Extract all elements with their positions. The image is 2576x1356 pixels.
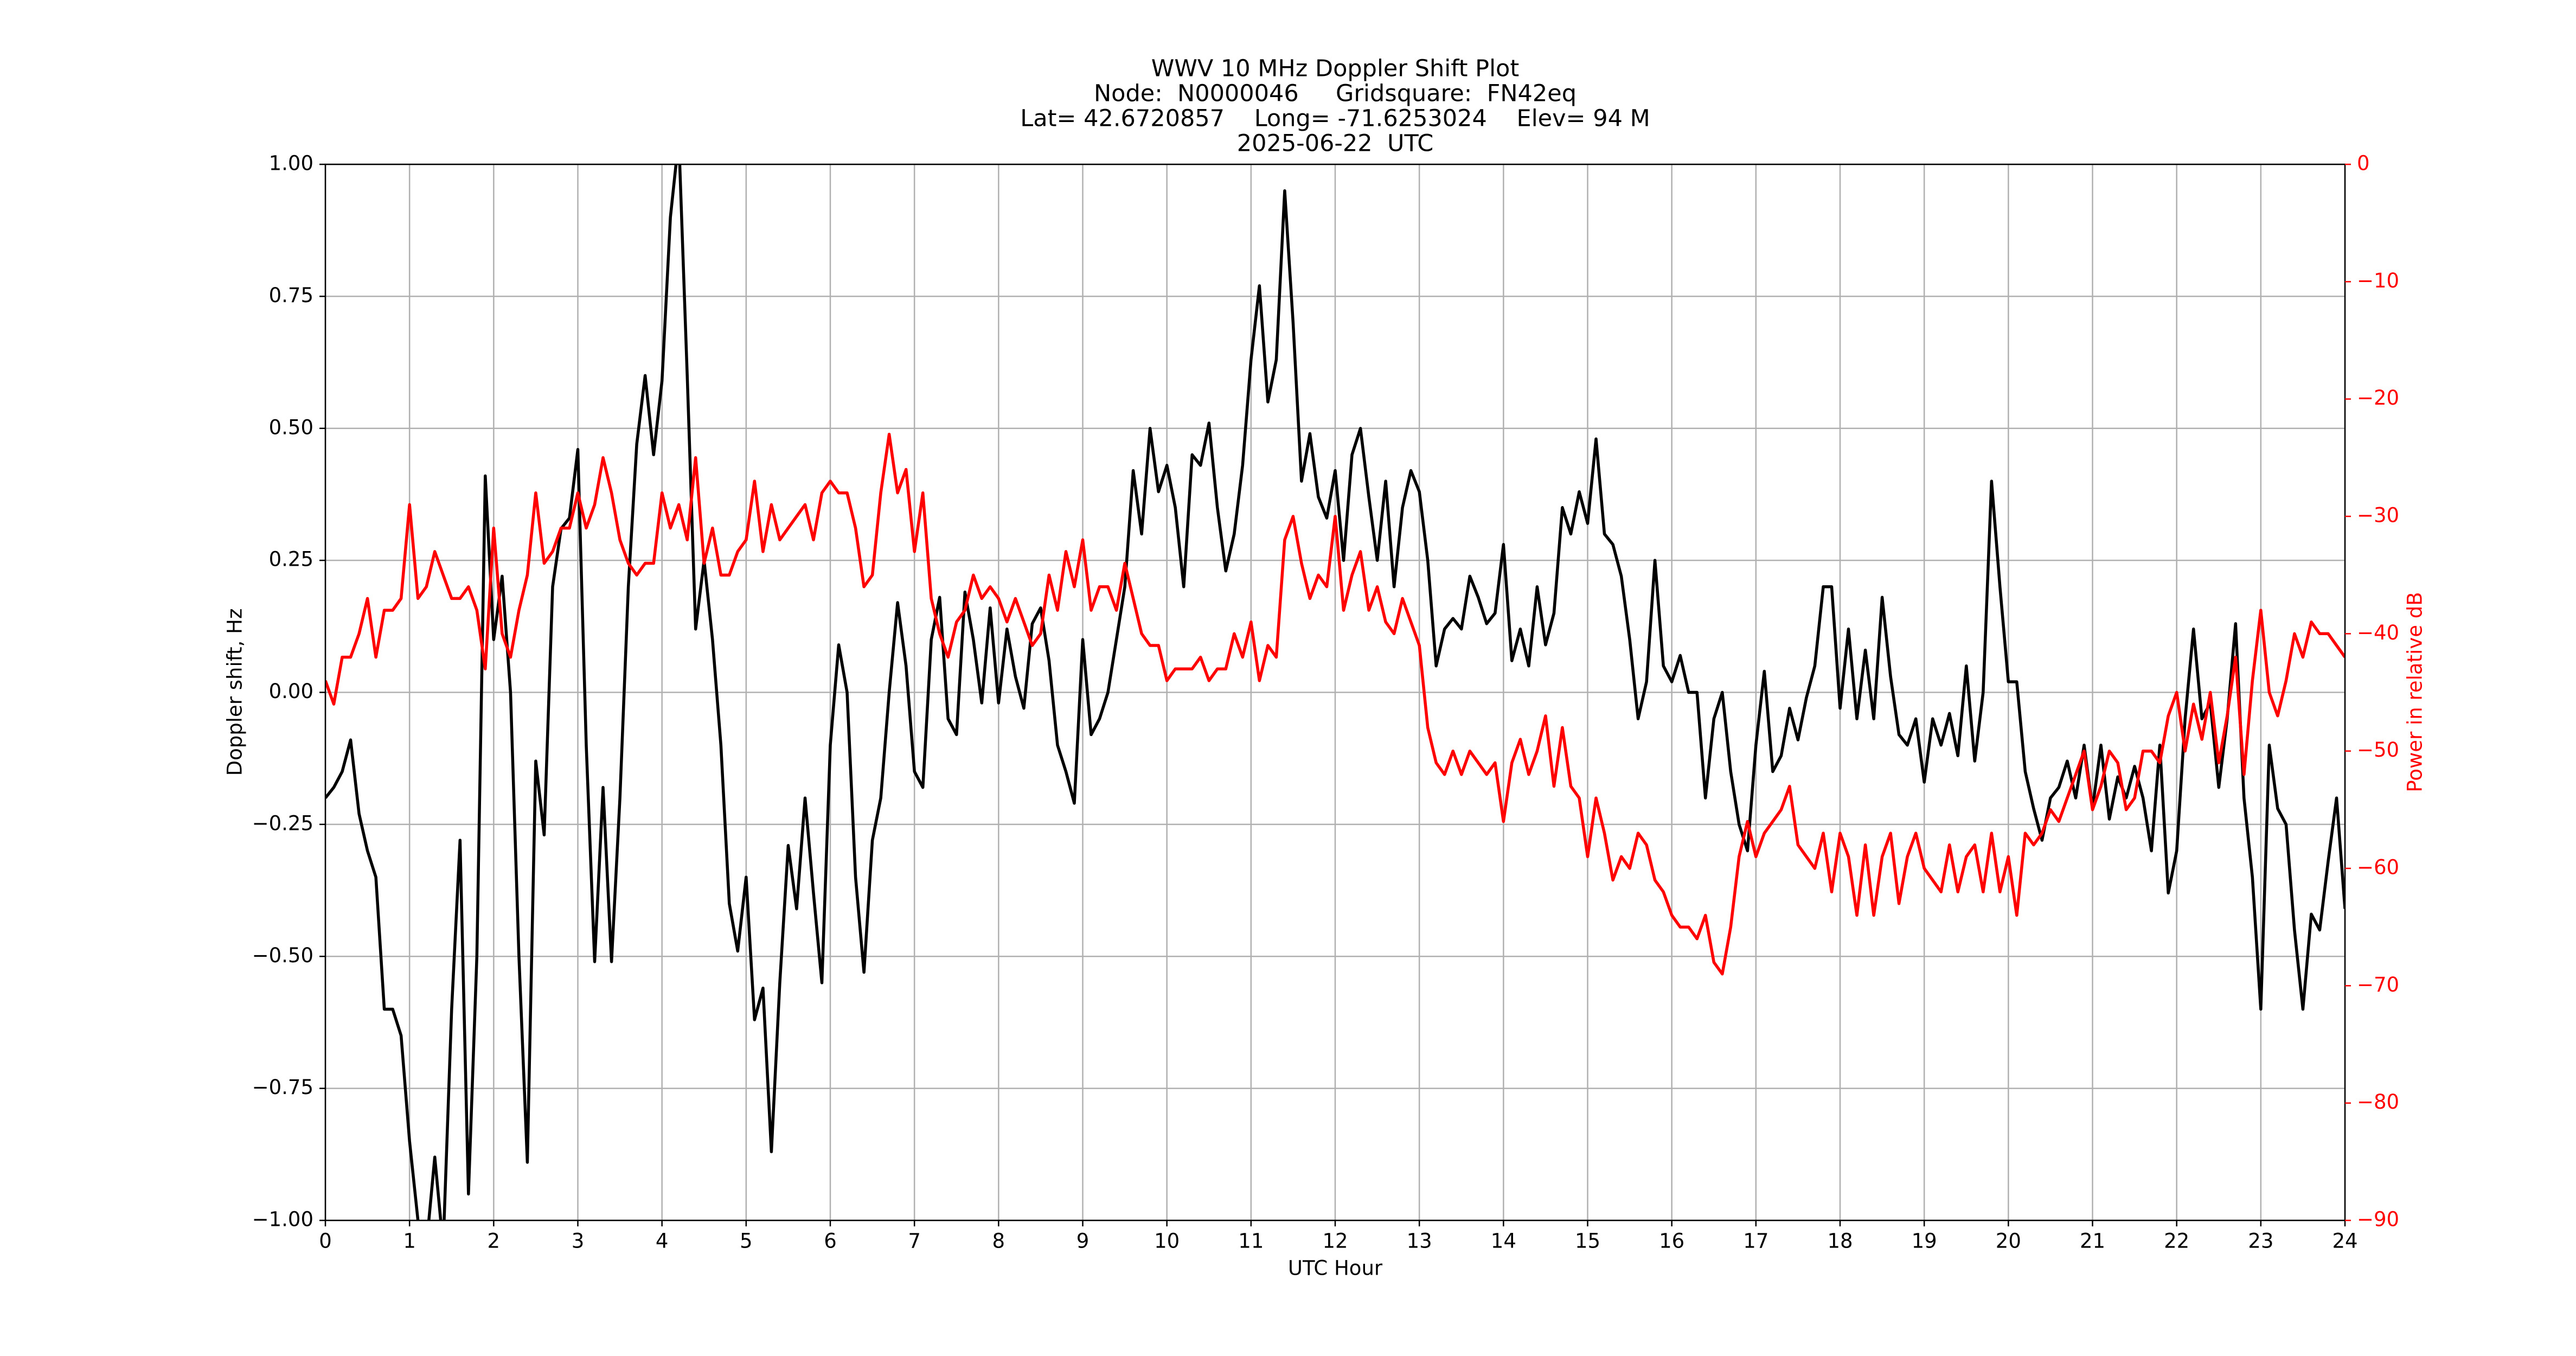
y2-tick-label: −10 [2357, 269, 2399, 292]
y-tick-label: −0.75 [252, 1076, 313, 1099]
plot-area [325, 164, 2345, 1220]
x-tick-label: 4 [656, 1230, 669, 1253]
y-tick-label: −0.50 [252, 944, 313, 967]
x-tick-label: 24 [2332, 1230, 2357, 1253]
x-tick-label: 17 [1743, 1230, 1768, 1253]
x-tick-label: 18 [1827, 1230, 1853, 1253]
y-tick-label: 0.25 [269, 548, 313, 571]
x-tick-label: 7 [908, 1230, 921, 1253]
y-tick-label: −1.00 [252, 1208, 313, 1231]
y-tick-label: −0.25 [252, 811, 313, 835]
x-tick-label: 23 [2248, 1230, 2273, 1253]
y2-tick-label: −60 [2357, 856, 2399, 879]
x-tick-label: 9 [1076, 1230, 1090, 1253]
y2-tick-label: −70 [2357, 973, 2399, 996]
x-tick-label: 3 [572, 1230, 585, 1253]
x-tick-label: 15 [1575, 1230, 1600, 1253]
x-tick-label: 1 [403, 1230, 416, 1253]
x-tick-label: 5 [740, 1230, 753, 1253]
y2-tick-label: −50 [2357, 738, 2399, 762]
data-line [325, 432, 2345, 976]
x-tick-label: 22 [2164, 1230, 2189, 1253]
y2-tick-label: −90 [2357, 1208, 2399, 1231]
chart-subtitle: 2025-06-22 UTC [1237, 130, 1433, 157]
y-tick-label: 0.75 [269, 284, 313, 307]
chart-title: WWV 10 MHz Doppler Shift Plot [1151, 55, 1519, 82]
y-axis-label: Doppler shift, Hz [223, 609, 247, 776]
y-tick-label: 0.50 [269, 415, 313, 439]
x-tick-label: 16 [1659, 1230, 1684, 1253]
x-tick-label: 2 [488, 1230, 501, 1253]
x-tick-label: 21 [2080, 1230, 2105, 1253]
x-tick-label: 12 [1322, 1230, 1348, 1253]
x-tick-label: 13 [1407, 1230, 1432, 1253]
y2-tick-label: −40 [2357, 621, 2399, 644]
y2-tick-label: −30 [2357, 504, 2399, 527]
x-tick-label: 19 [1912, 1230, 1937, 1253]
x-tick-label: 11 [1238, 1230, 1264, 1253]
y2-tick-label: 0 [2357, 152, 2370, 175]
x-axis-label: UTC Hour [1288, 1257, 1383, 1280]
y2-axis-label: Power in relative dB [2404, 592, 2427, 792]
y2-tick-label: −20 [2357, 386, 2399, 410]
y-tick-label: 0.00 [269, 680, 313, 703]
x-tick-label: 20 [1996, 1230, 2021, 1253]
data-line [325, 164, 2345, 1220]
chart-subtitle: Lat= 42.6720857 Long= -71.6253024 Elev= … [1020, 105, 1650, 132]
y-tick-label: 1.00 [269, 152, 313, 175]
x-tick-label: 8 [992, 1230, 1005, 1253]
y2-tick-label: −80 [2357, 1090, 2399, 1114]
x-tick-label: 6 [824, 1230, 837, 1253]
x-tick-label: 14 [1491, 1230, 1516, 1253]
x-tick-label: 0 [319, 1230, 332, 1253]
chart-subtitle: Node: N0000046 Gridsquare: FN42eq [1094, 80, 1577, 107]
x-tick-label: 10 [1154, 1230, 1180, 1253]
